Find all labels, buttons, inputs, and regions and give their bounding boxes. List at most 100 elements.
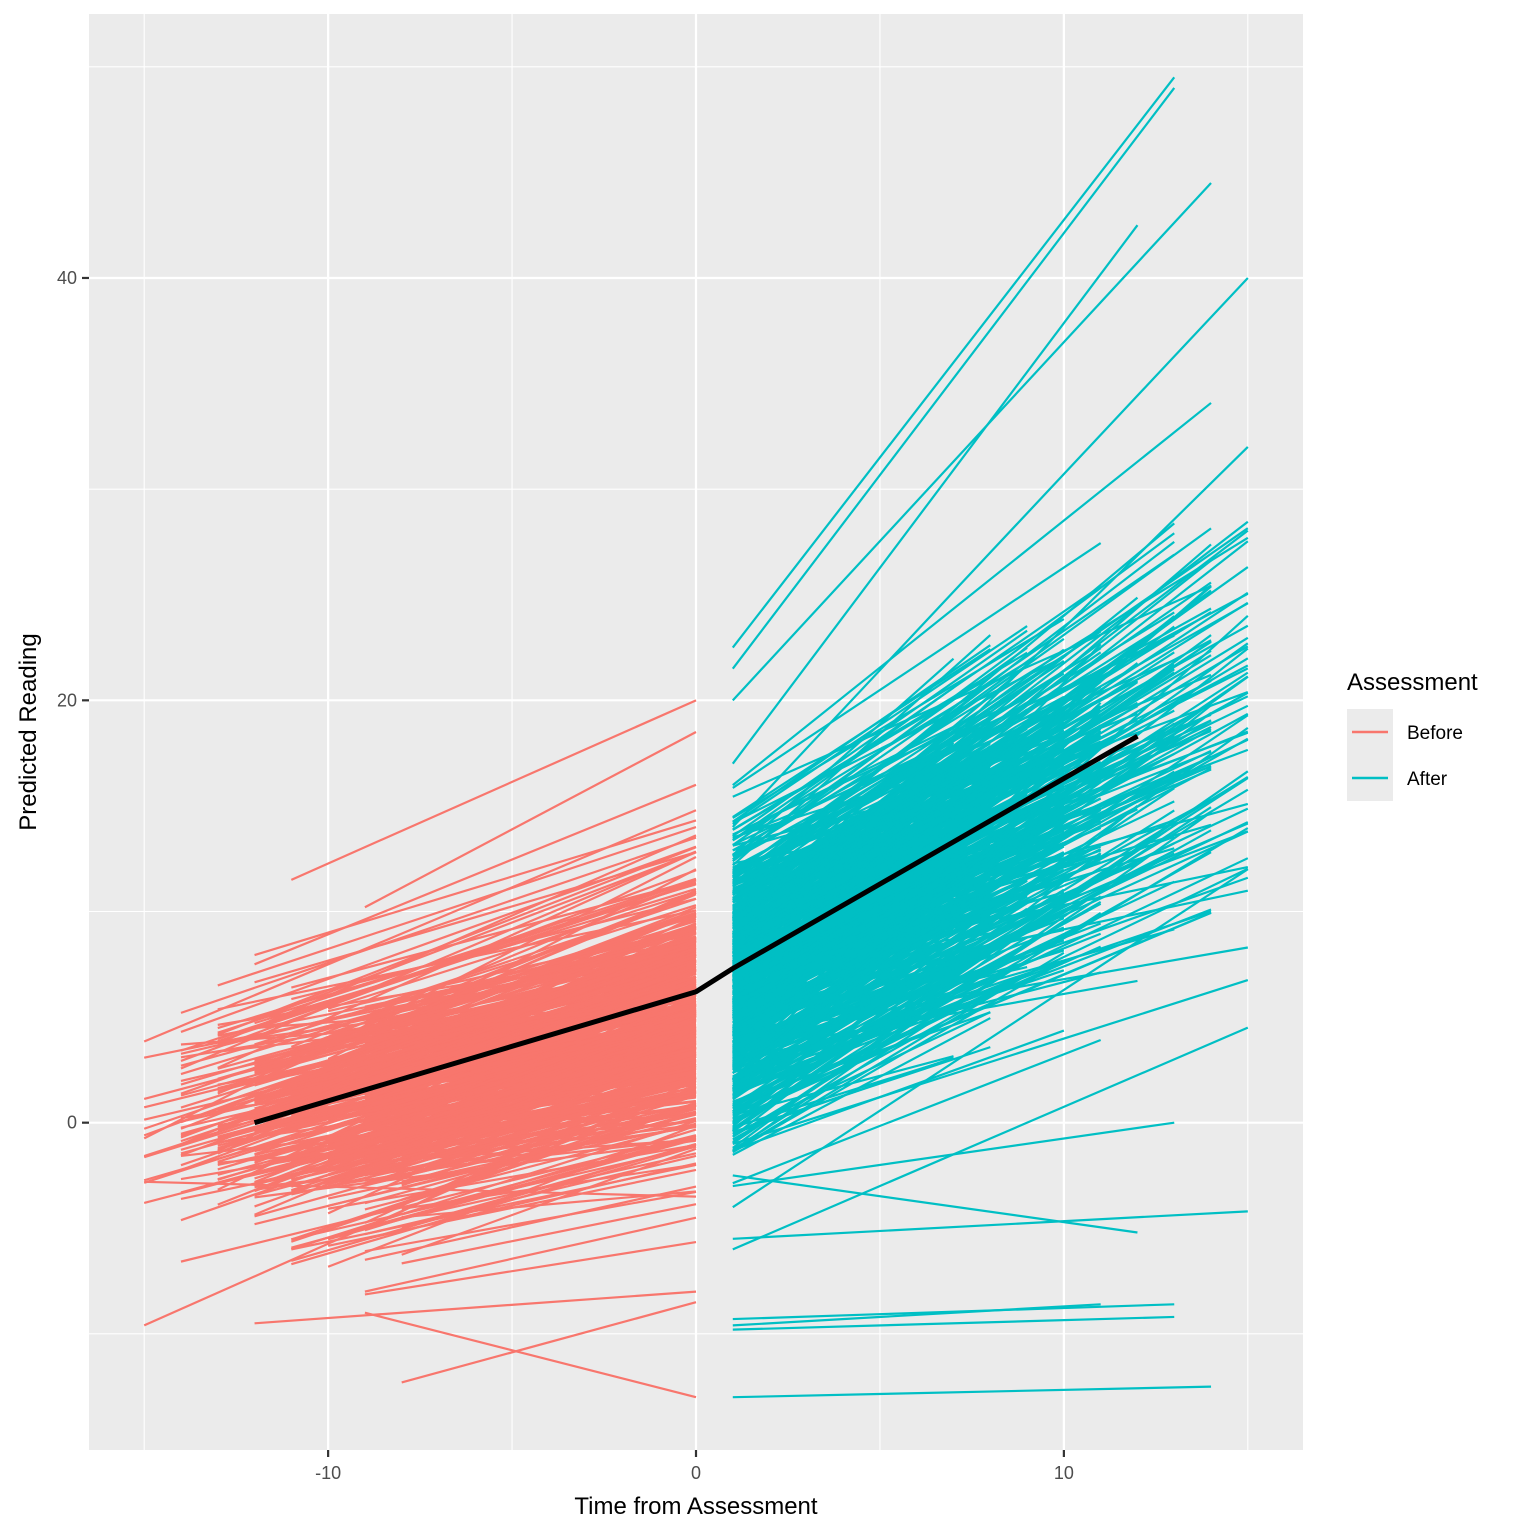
after-trajectory: [732, 763, 1102, 1014]
before-trajectory: [401, 1002, 697, 1107]
after-trajectory: [732, 527, 1212, 876]
before-trajectory: [217, 937, 697, 1070]
after-trajectory: [732, 911, 955, 1058]
legend-label-after: After: [1407, 769, 1448, 790]
after-trajectory: [732, 738, 1175, 979]
after-trajectory: [732, 675, 1249, 1030]
x-tick-label: 10: [1054, 1463, 1074, 1483]
before-trajectory: [254, 1027, 697, 1193]
after-trajectory: [732, 630, 1102, 874]
before-trajectory: [401, 1005, 697, 1072]
before-trajectory: [364, 1029, 697, 1126]
after-trajectory: [731, 76, 1176, 649]
before-trajectory: [291, 879, 697, 989]
before-trajectory: [180, 979, 697, 1172]
before-trajectory: [401, 1203, 697, 1265]
before-trajectory: [291, 1086, 697, 1181]
before-trajectory: [217, 877, 697, 1034]
after-trajectory: [732, 1002, 991, 1121]
before-trajectory: [180, 915, 697, 1076]
after-trajectory: [732, 868, 1249, 1209]
after-trajectory: [731, 224, 1139, 765]
before-trajectory: [327, 890, 697, 1010]
legend: Assessment Before After: [1347, 669, 1478, 801]
before-trajectory: [254, 1125, 697, 1191]
before-trajectory: [364, 1111, 697, 1205]
before-trajectory: [401, 1147, 697, 1256]
after-trajectory: [732, 1315, 1175, 1331]
after-trajectory: [732, 959, 1065, 1154]
before-trajectory: [217, 851, 697, 1036]
after-trajectory: [732, 897, 1065, 1086]
before-trajectory: [291, 1163, 697, 1251]
before-trajectory: [364, 955, 697, 1075]
before-trajectory: [143, 809, 697, 1043]
legend-label-before: Before: [1407, 723, 1463, 744]
series-before: [143, 699, 697, 1399]
after-trajectory: [732, 752, 991, 955]
before-trajectory: [401, 1104, 697, 1178]
after-trajectory: [732, 715, 1102, 922]
after-trajectory: [732, 902, 1102, 1106]
after-trajectory: [732, 789, 955, 988]
before-trajectory: [180, 850, 697, 1070]
series-mean: [253, 734, 1139, 1126]
after-trajectory: [732, 707, 1065, 922]
after-trajectory: [732, 446, 1249, 955]
before-trajectory: [254, 1016, 697, 1188]
y-axis: 0 20 40: [57, 268, 89, 1133]
before-trajectory: [180, 879, 697, 1052]
before-trajectory: [291, 1145, 697, 1266]
after-trajectory: [732, 852, 1102, 1138]
after-trajectory: [732, 750, 1028, 920]
after-trajectory: [732, 664, 1249, 940]
before-trajectory: [254, 846, 697, 1020]
before-trajectory: [364, 1014, 697, 1109]
after-trajectory: [732, 672, 1065, 878]
before-trajectory: [327, 951, 697, 1051]
before-trajectory: [291, 1142, 697, 1262]
after-trajectory: [732, 878, 1065, 988]
after-trajectory: [732, 911, 1065, 1062]
before-trajectory: [401, 1094, 697, 1185]
after-trajectory: [732, 1057, 954, 1129]
before-trajectory: [217, 1046, 697, 1176]
after-trajectory: [732, 941, 955, 1088]
y-axis-title: Predicted Reading: [15, 633, 42, 830]
before-trajectory: [291, 979, 697, 1084]
before-trajectory: [254, 851, 697, 984]
after-trajectory: [732, 1121, 1175, 1188]
before-trajectory: [180, 836, 697, 1014]
before-trajectory: [401, 1152, 697, 1220]
before-trajectory: [291, 1145, 697, 1241]
after-trajectory: [732, 1303, 1101, 1327]
after-trajectory: [732, 867, 1249, 1117]
before-trajectory: [290, 699, 697, 881]
before-trajectory: [143, 931, 697, 1137]
before-trajectory: [401, 1007, 697, 1121]
after-trajectory: [732, 712, 1138, 872]
after-trajectory: [731, 182, 1212, 702]
after-trajectory: [732, 1210, 1248, 1240]
after-trajectory: [731, 277, 1249, 828]
before-trajectory: [364, 1216, 697, 1293]
before-trajectory: [401, 930, 697, 1024]
before-trajectory: [291, 1047, 697, 1138]
after-trajectory: [732, 903, 1065, 1124]
after-trajectory: [732, 727, 955, 852]
before-trajectory: [401, 1301, 697, 1384]
after-trajectory: [732, 762, 955, 904]
after-trajectory: [732, 829, 1212, 1098]
y-tick-label: 20: [57, 690, 77, 710]
after-trajectory: [732, 894, 955, 1020]
after-trajectory: [732, 1385, 1212, 1399]
after-trajectory: [732, 1174, 1138, 1234]
after-trajectory: [732, 796, 1028, 922]
series-after: [731, 76, 1249, 1399]
before-trajectory: [290, 891, 697, 1053]
after-trajectory: [732, 742, 1065, 942]
after-trajectory: [732, 979, 1249, 1146]
after-trajectory: [732, 872, 991, 1001]
x-axis-title: Time from Assessment: [574, 1493, 817, 1520]
after-trajectory: [732, 712, 1212, 979]
